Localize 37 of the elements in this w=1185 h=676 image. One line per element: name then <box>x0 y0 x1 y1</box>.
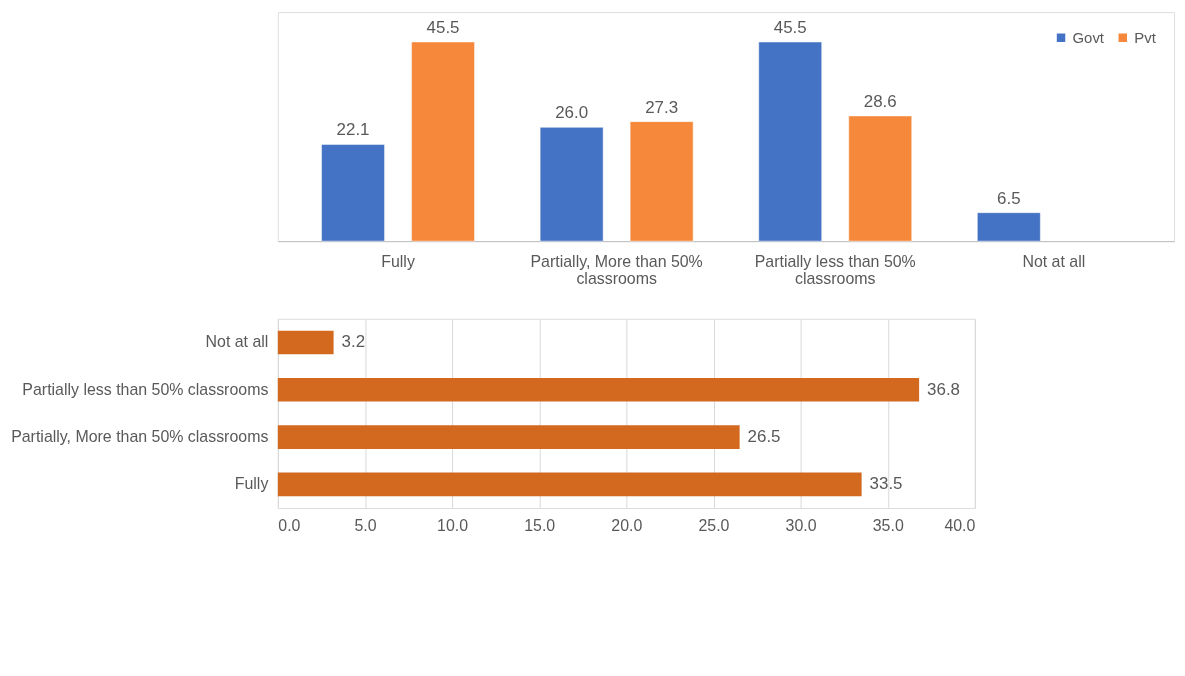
x-tick-label: 0.0 <box>278 517 301 535</box>
data-label: 28.6 <box>863 91 897 111</box>
y-tick-label: Partially, More than 50% classrooms <box>11 428 269 446</box>
x-tick-label: 35.0 <box>872 517 904 535</box>
data-label: 26.5 <box>747 427 781 447</box>
data-label: 45.5 <box>773 18 807 38</box>
x-tick-label: 5.0 <box>354 517 377 535</box>
x-tick-label: 25.0 <box>698 517 730 535</box>
data-label: 45.5 <box>426 18 460 38</box>
y-tick-label: Not at all <box>205 333 269 351</box>
legend-label: Govt <box>1072 28 1105 46</box>
x-tick-label: Partially less than 50% classrooms <box>754 252 916 288</box>
x-tick-label: 40.0 <box>944 517 976 535</box>
y-tick-label: Fully <box>234 475 269 493</box>
bar <box>321 144 385 242</box>
bar <box>411 41 475 242</box>
x-tick-label: Partially, More than 50% classrooms <box>530 252 703 288</box>
x-tick-label: 30.0 <box>785 517 817 535</box>
data-label: 26.0 <box>555 103 589 123</box>
x-tick-label: 20.0 <box>611 517 643 535</box>
bar <box>539 127 604 242</box>
x-tick-label: 10.0 <box>437 517 469 535</box>
x-tick-label: Fully <box>381 252 415 270</box>
bar <box>977 212 1041 242</box>
data-label: 22.1 <box>336 120 370 140</box>
data-label: 36.8 <box>927 379 960 399</box>
y-tick-label: Partially less than 50% classrooms <box>22 380 269 398</box>
bar <box>848 115 912 242</box>
data-label: 27.3 <box>645 97 679 117</box>
data-label: 6.5 <box>997 188 1021 208</box>
data-label: 3.2 <box>341 332 366 352</box>
bar <box>629 121 694 242</box>
data-label: 33.5 <box>869 474 903 494</box>
legend-label: Pvt <box>1134 28 1157 46</box>
x-tick-label: Not at all <box>1022 252 1086 270</box>
x-tick-label: 15.0 <box>524 517 556 535</box>
bar <box>758 41 822 242</box>
